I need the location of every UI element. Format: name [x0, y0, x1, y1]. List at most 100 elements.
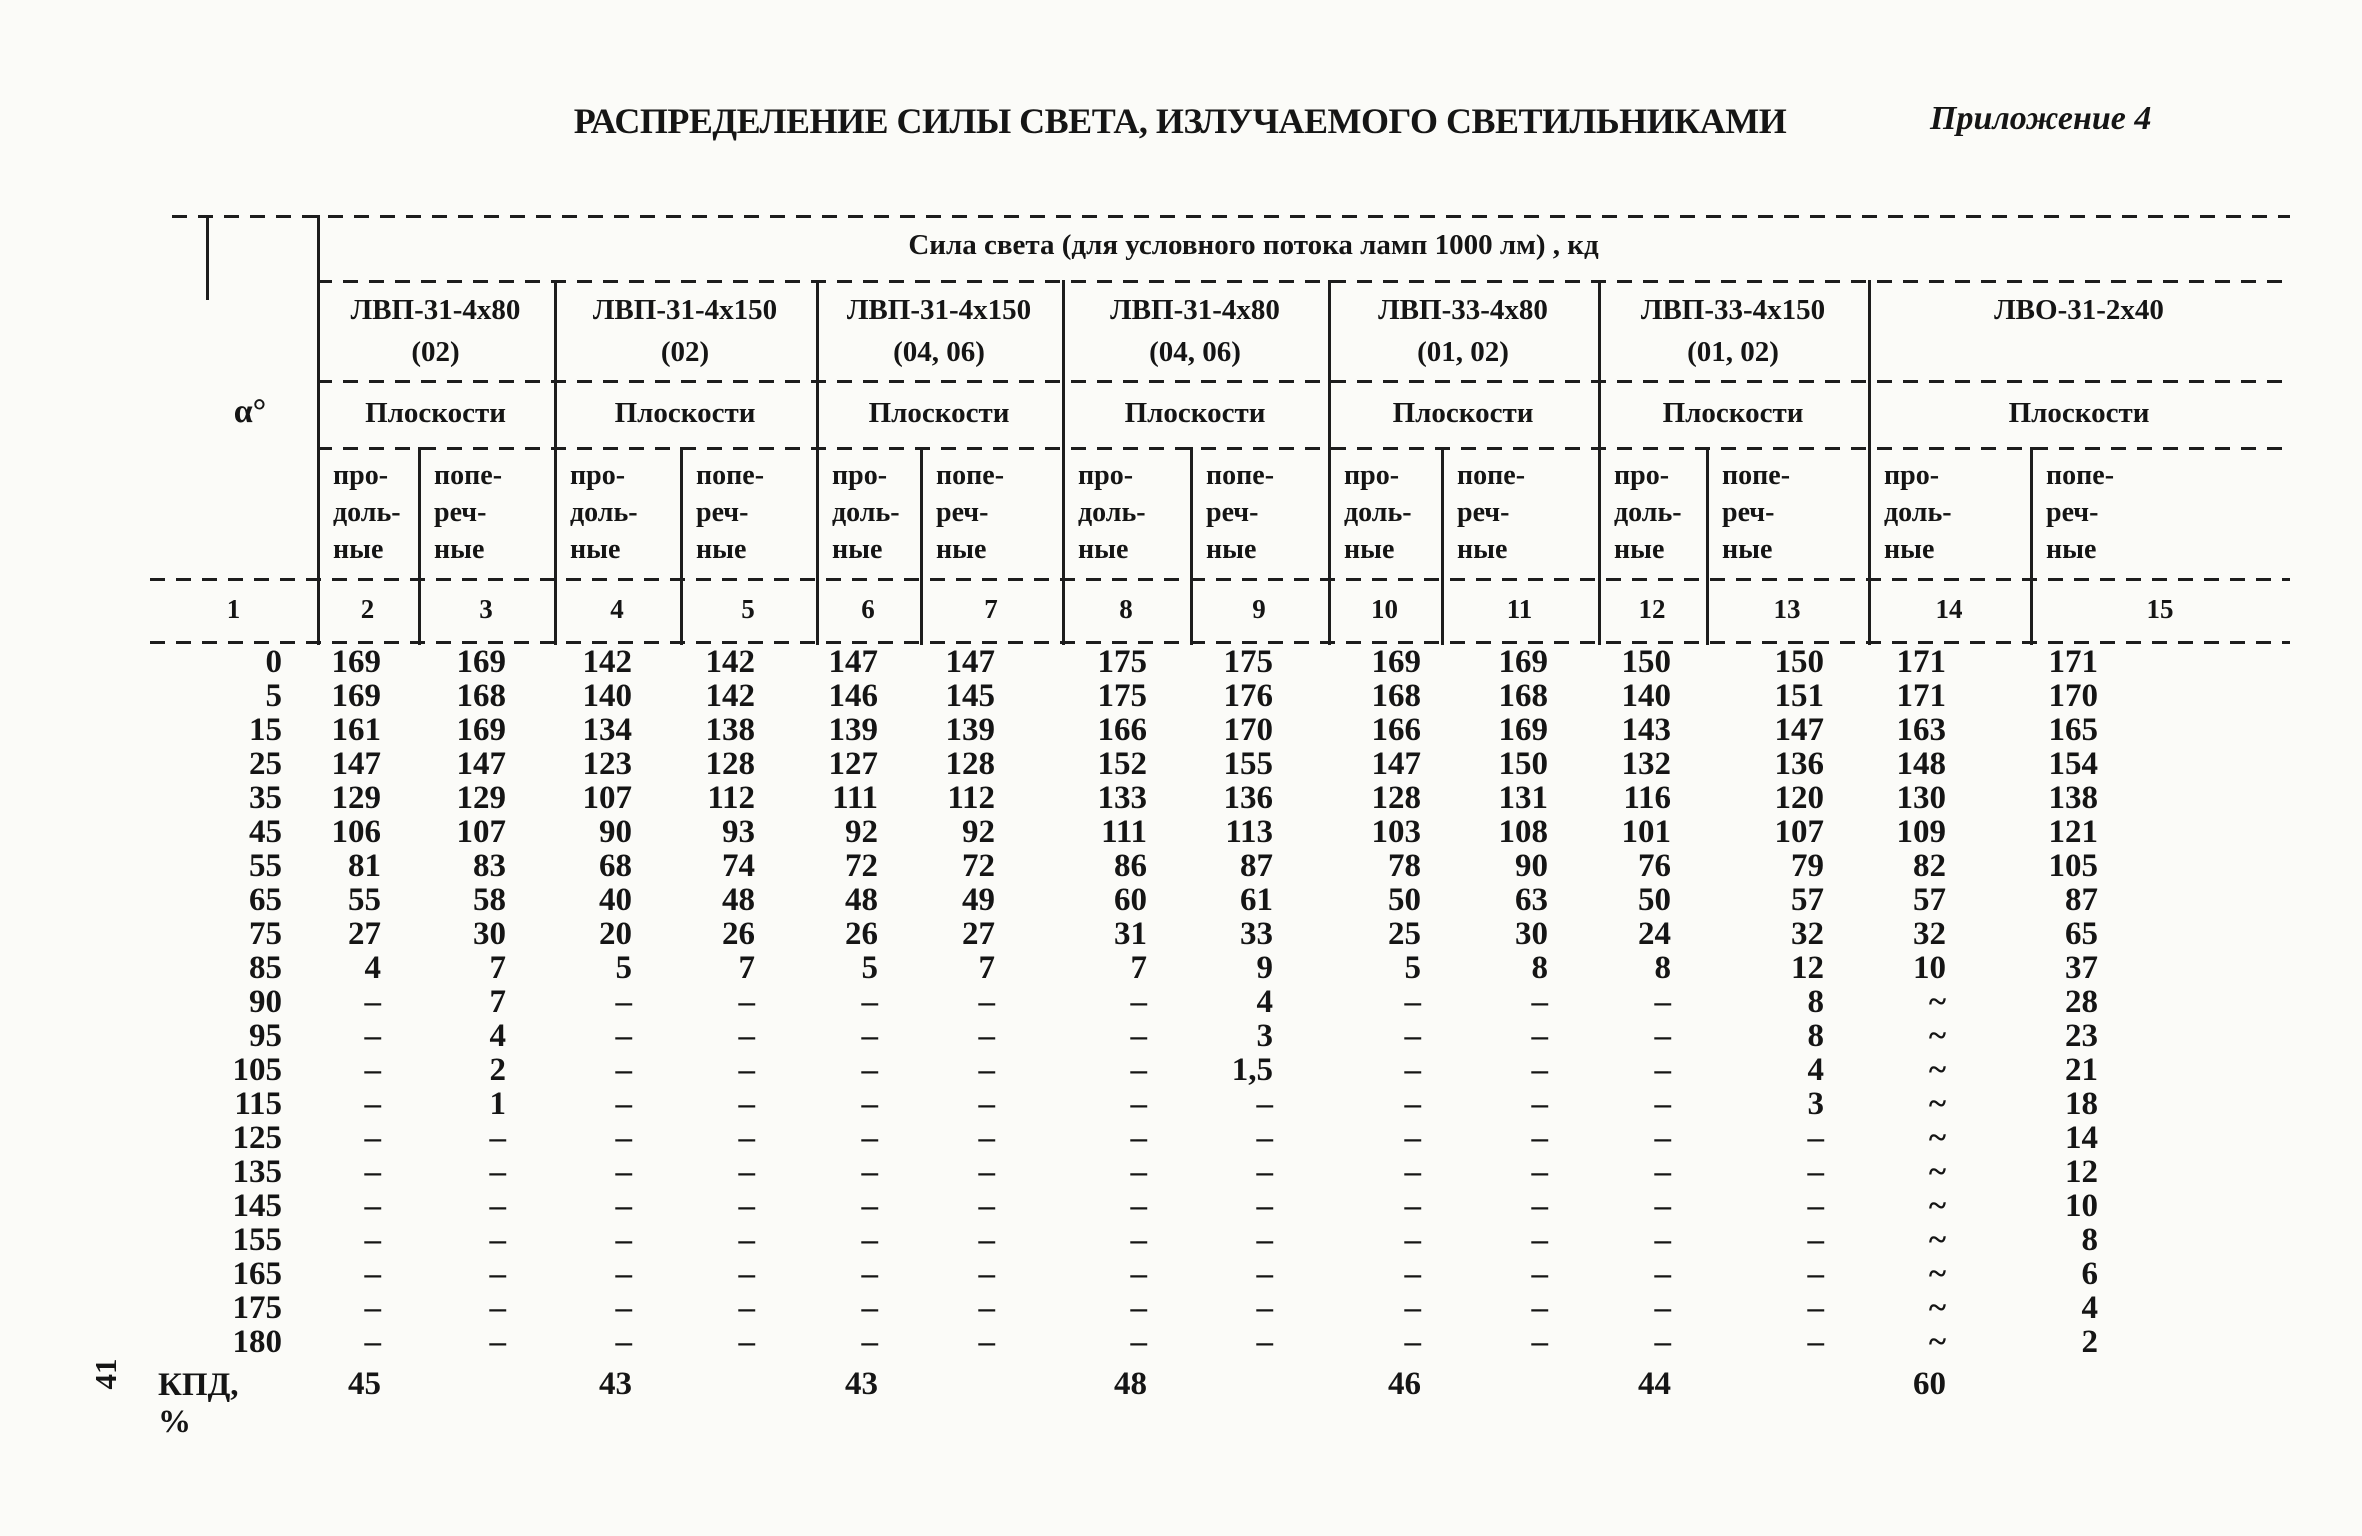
value-cell: ~	[1928, 1120, 1946, 1156]
alpha-column-border-line	[317, 215, 320, 645]
group-header: ЛВП-31-4х80 (04, 06)	[1062, 289, 1328, 373]
value-cell: –	[1654, 1290, 1672, 1326]
value-cell: –	[1130, 1290, 1148, 1326]
value-cell: 107	[456, 814, 507, 850]
value-cell: 55	[348, 882, 381, 918]
angle-cell: 125	[232, 1120, 283, 1156]
value-cell: –	[1654, 1222, 1672, 1258]
value-cell: 166	[1097, 712, 1148, 748]
value-cell: 128	[1371, 780, 1422, 816]
value-cell: –	[1404, 1120, 1422, 1156]
value-cell: ~	[1928, 1052, 1946, 1088]
value-cell: 147	[1371, 746, 1422, 782]
value-cell: –	[1404, 1222, 1422, 1258]
angle-cell: 25	[249, 746, 282, 782]
value-cell: 30	[1515, 916, 1548, 952]
group-modification: (02)	[660, 336, 710, 368]
value-cell: 116	[1623, 780, 1671, 816]
value-cell: 31	[1114, 916, 1147, 952]
value-cell: –	[1130, 1222, 1148, 1258]
group-name: ЛВП-31-4х150	[846, 294, 1032, 326]
value-cell: –	[978, 1018, 996, 1054]
plane-separator-line	[2030, 447, 2033, 645]
alpha-degree-label: α°	[233, 393, 267, 430]
value-cell: 23	[2065, 1018, 2098, 1054]
value-cell: 112	[947, 780, 995, 816]
column-number: 15	[2146, 594, 2174, 624]
value-cell: 111	[832, 780, 878, 816]
value-cell: 50	[1638, 882, 1671, 918]
group-header: ЛВП-31-4х150 (02)	[554, 289, 816, 373]
value-cell: 121	[2048, 814, 2099, 850]
value-cell: 78	[1388, 848, 1421, 884]
value-cell: –	[1654, 1052, 1672, 1088]
value-cell: 7	[1130, 950, 1148, 986]
angle-cell: 105	[232, 1052, 283, 1088]
value-cell: –	[1531, 1018, 1549, 1054]
value-cell: 106	[331, 814, 382, 850]
value-cell: 87	[1240, 848, 1273, 884]
subcolumn-header: про- доль- ные	[570, 460, 638, 565]
value-cell: 139	[828, 712, 879, 748]
value-cell: –	[1130, 984, 1148, 1020]
value-cell: –	[978, 1154, 996, 1190]
subcolumn-header: попе- реч- ные	[1457, 460, 1526, 565]
angle-cell: 15	[249, 712, 282, 748]
angle-cell: 85	[249, 950, 282, 986]
value-cell: 92	[962, 814, 995, 850]
value-cell: –	[1130, 1154, 1148, 1190]
value-cell: 21	[2065, 1052, 2098, 1088]
planes-header: Плоскости	[365, 397, 506, 429]
value-cell: 171	[2048, 644, 2099, 680]
value-cell: 142	[705, 644, 756, 680]
value-cell: 168	[456, 678, 507, 714]
value-cell: –	[738, 1290, 756, 1326]
value-cell: –	[738, 1256, 756, 1292]
angle-cell: 90	[249, 984, 282, 1020]
value-cell: 143	[1621, 712, 1672, 748]
value-cell: 8	[1807, 1018, 1825, 1054]
value-cell: 33	[1240, 916, 1273, 952]
value-cell: ~	[1928, 1222, 1946, 1258]
value-cell: –	[1256, 1086, 1274, 1122]
plane-separator-line	[1441, 447, 1444, 645]
value-cell: –	[489, 1290, 507, 1326]
value-cell: –	[1256, 1222, 1274, 1258]
value-cell: –	[1531, 1188, 1549, 1224]
value-cell: –	[1531, 1052, 1549, 1088]
value-cell: –	[1404, 1018, 1422, 1054]
value-cell: 87	[2065, 882, 2098, 918]
value-cell: 148	[1896, 746, 1947, 782]
value-cell: 154	[2048, 746, 2099, 782]
group-modification: (02)	[411, 336, 460, 368]
column-number: 2	[360, 594, 375, 624]
planes-header: Плоскости	[614, 397, 756, 429]
value-cell: 140	[1621, 678, 1672, 714]
kpd-value: 60	[1913, 1366, 1946, 1402]
value-cell: 152	[1097, 746, 1148, 782]
value-cell: ~	[1928, 984, 1946, 1020]
value-cell: 128	[945, 746, 996, 782]
group-header: ЛВП-31-4х80 (02)	[317, 289, 554, 373]
value-cell: 169	[331, 678, 382, 714]
value-cell: 93	[722, 814, 755, 850]
value-cell: 50	[1388, 882, 1421, 918]
value-cell: –	[364, 1222, 382, 1258]
group-modification: (04, 06)	[1149, 336, 1241, 368]
value-cell: 24	[1638, 916, 1671, 952]
plane-separator-line	[1190, 447, 1193, 645]
value-cell: –	[489, 1256, 507, 1292]
value-cell: ~	[1928, 1188, 1946, 1224]
value-cell: 8	[1807, 984, 1825, 1020]
subcolumn-header: про- доль- ные	[333, 460, 401, 565]
value-cell: –	[978, 1120, 996, 1156]
value-cell: 147	[456, 746, 507, 782]
value-cell: 107	[1774, 814, 1825, 850]
value-cell: –	[615, 1290, 633, 1326]
value-cell: –	[1531, 1324, 1549, 1360]
value-cell: –	[978, 1052, 996, 1088]
value-cell: 3	[1807, 1086, 1825, 1122]
value-cell: 8	[2081, 1222, 2099, 1258]
group-modification: (01, 02)	[1687, 336, 1779, 368]
value-cell: 12	[1791, 950, 1824, 986]
